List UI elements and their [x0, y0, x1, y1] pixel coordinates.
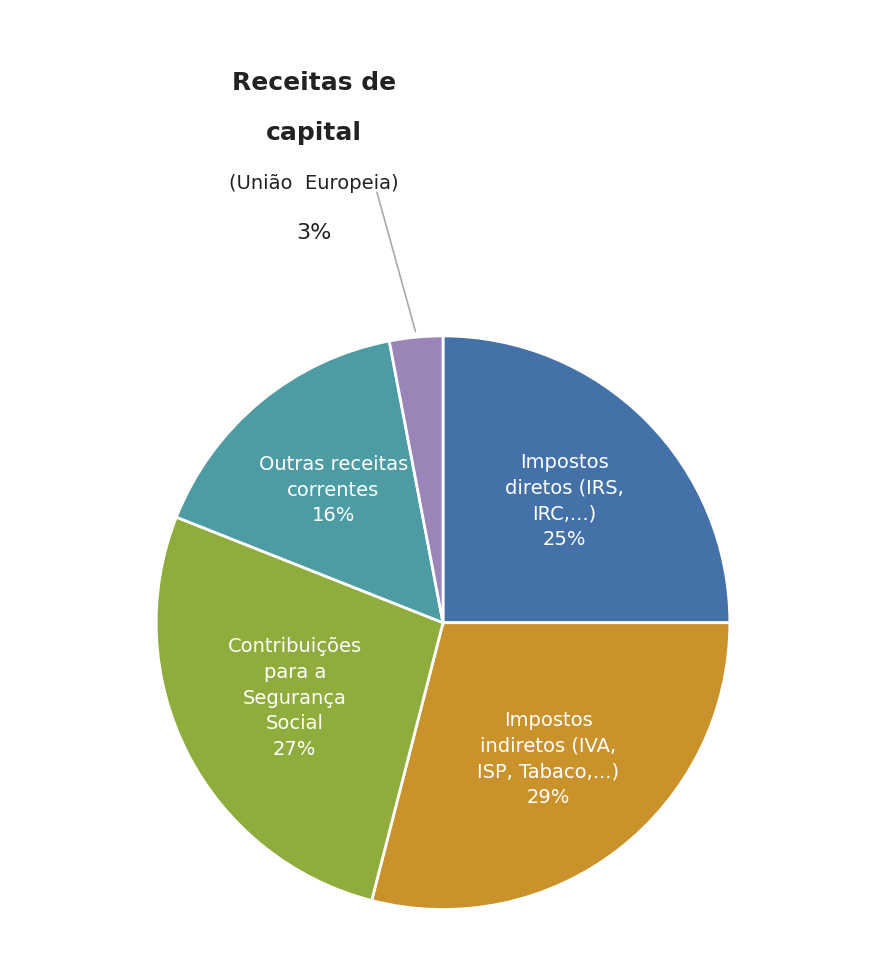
Text: Impostos
indiretos (IVA,
ISP, Tabaco,...)
29%: Impostos indiretos (IVA, ISP, Tabaco,...… — [478, 711, 619, 807]
Text: (União  Europeia): (União Europeia) — [229, 174, 399, 192]
Wedge shape — [371, 623, 730, 910]
Text: Receitas de: Receitas de — [232, 71, 396, 95]
Text: 3%: 3% — [296, 224, 331, 243]
Text: Contribuições
para a
Segurança
Social
27%: Contribuições para a Segurança Social 27… — [228, 638, 361, 759]
Wedge shape — [389, 336, 443, 623]
Wedge shape — [156, 517, 443, 900]
Text: capital: capital — [266, 121, 362, 145]
Text: Impostos
diretos (IRS,
IRC,...)
25%: Impostos diretos (IRS, IRC,...) 25% — [505, 453, 624, 549]
Wedge shape — [176, 341, 443, 623]
Text: Outras receitas
correntes
16%: Outras receitas correntes 16% — [259, 455, 408, 526]
Wedge shape — [443, 336, 730, 623]
